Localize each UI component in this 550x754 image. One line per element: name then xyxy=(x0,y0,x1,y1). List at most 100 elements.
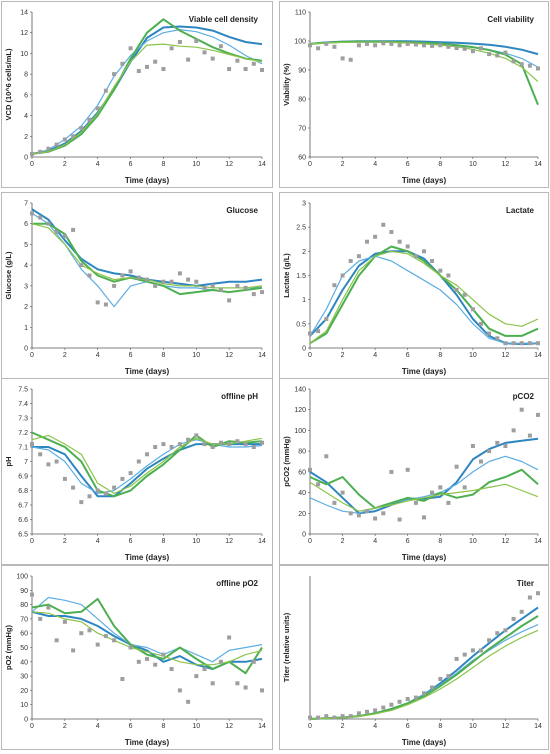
y-tick-label: 3 xyxy=(302,201,306,208)
data-point xyxy=(381,222,386,227)
y-axis-label: pH xyxy=(4,457,13,467)
x-tick-label: 6 xyxy=(406,352,410,359)
data-point xyxy=(389,230,394,234)
chart-title: Lactate xyxy=(506,206,535,215)
data-point xyxy=(479,648,483,653)
x-tick-label: 10 xyxy=(469,352,477,359)
x-tick-label: 0 xyxy=(308,723,312,730)
data-point xyxy=(381,41,386,46)
data-point xyxy=(218,659,223,664)
data-point xyxy=(161,279,166,284)
x-tick-label: 2 xyxy=(341,352,345,359)
x-axis-label: Time (days) xyxy=(125,738,170,747)
y-tick-label: 4 xyxy=(24,113,28,120)
y-tick-label: 2 xyxy=(302,249,306,256)
y-tick-label: 6 xyxy=(24,92,28,99)
x-tick-label: 0 xyxy=(30,538,34,545)
x-tick-label: 4 xyxy=(96,161,100,168)
y-axis-label: Viability (%) xyxy=(282,63,291,106)
x-tick-label: 8 xyxy=(161,723,165,730)
y-tick-label: 6 xyxy=(24,221,28,228)
data-point xyxy=(308,43,312,48)
series-line xyxy=(309,245,539,345)
x-tick-label: 6 xyxy=(406,723,410,730)
y-tick-label: 7 xyxy=(24,459,28,466)
data-point xyxy=(462,46,467,51)
data-point xyxy=(446,500,451,505)
data-point xyxy=(71,648,76,653)
data-point xyxy=(251,61,256,66)
data-point xyxy=(62,476,67,481)
data-point xyxy=(128,471,133,476)
data-point xyxy=(169,279,174,284)
data-point xyxy=(356,43,361,48)
data-point xyxy=(30,592,34,597)
data-point xyxy=(103,88,108,93)
data-point xyxy=(381,511,386,516)
y-tick-label: 0.5 xyxy=(296,321,306,328)
data-point xyxy=(46,221,51,226)
data-point xyxy=(120,476,125,481)
y-tick-label: 6.8 xyxy=(18,488,28,495)
data-point xyxy=(340,273,345,278)
data-point xyxy=(112,72,117,77)
data-point xyxy=(103,491,108,496)
data-point xyxy=(495,53,500,58)
series-line xyxy=(31,29,263,155)
data-point xyxy=(519,609,524,614)
y-tick-label: 7 xyxy=(24,201,28,208)
data-point xyxy=(316,482,321,487)
data-point xyxy=(120,61,125,66)
data-point xyxy=(177,442,182,447)
data-point xyxy=(348,259,353,263)
y-tick-label: 7.2 xyxy=(18,430,28,437)
data-point xyxy=(536,591,540,596)
x-tick-label: 0 xyxy=(308,352,312,359)
data-point xyxy=(218,288,223,292)
data-point xyxy=(145,64,149,69)
data-point xyxy=(30,442,34,447)
chart-title: offline pO2 xyxy=(216,579,258,588)
x-tick-label: 8 xyxy=(161,161,165,168)
data-point xyxy=(365,239,369,244)
x-tick-label: 12 xyxy=(502,161,510,168)
data-point xyxy=(251,445,256,449)
data-point xyxy=(46,462,51,467)
data-point xyxy=(316,715,321,720)
data-point xyxy=(169,667,174,671)
data-point xyxy=(153,662,158,667)
series-line xyxy=(309,606,539,720)
data-point xyxy=(202,50,207,55)
x-tick-label: 2 xyxy=(63,538,67,545)
y-tick-label: 80 xyxy=(298,97,306,104)
data-point xyxy=(495,631,500,636)
data-point xyxy=(381,705,386,710)
data-point xyxy=(71,227,76,232)
series-line xyxy=(31,596,263,663)
data-point xyxy=(145,656,149,661)
data-point xyxy=(405,697,410,701)
data-point xyxy=(227,442,232,447)
data-point xyxy=(202,667,207,671)
data-point xyxy=(161,442,166,447)
data-point xyxy=(479,321,483,326)
data-point xyxy=(536,341,540,346)
data-point xyxy=(324,454,329,459)
y-tick-label: 7.3 xyxy=(18,416,28,423)
y-tick-label: 20 xyxy=(20,688,28,695)
data-point xyxy=(397,699,402,704)
series-line xyxy=(309,41,539,83)
data-point xyxy=(194,39,199,43)
series-line xyxy=(309,455,539,514)
data-point xyxy=(112,283,117,288)
data-point xyxy=(348,57,353,62)
y-tick-label: 0 xyxy=(24,346,28,353)
data-point xyxy=(112,485,117,490)
data-point xyxy=(487,52,492,57)
x-tick-label: 4 xyxy=(373,161,377,168)
y-axis-label: pO2 (mmHg) xyxy=(4,624,13,670)
y-tick-label: 40 xyxy=(20,659,28,666)
data-point xyxy=(527,341,532,346)
data-point xyxy=(446,44,451,49)
